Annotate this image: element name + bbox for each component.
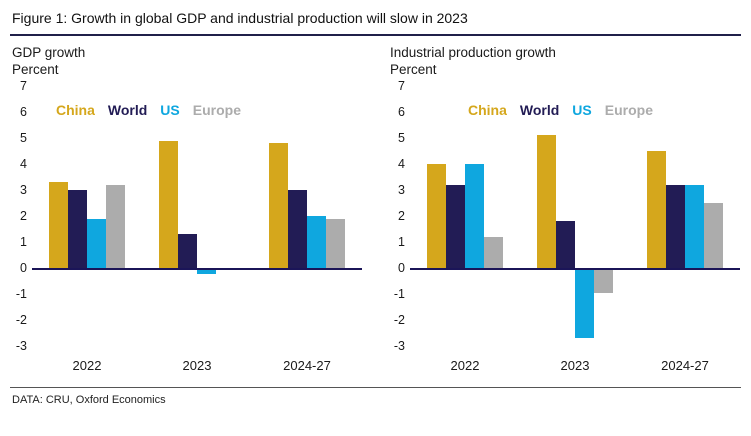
bar-us-2023: [575, 270, 594, 338]
zero-line: [32, 268, 362, 270]
y-tick-label: -3: [393, 339, 405, 353]
legend-item-europe: Europe: [604, 102, 653, 118]
bar-groups: [32, 86, 362, 348]
bar-world-2022: [68, 190, 87, 268]
y-tick-label: 1: [20, 235, 27, 249]
y-axis: 7 6 5 4 3 2 1 0 -1 -2 -3: [10, 79, 32, 353]
y-tick-label: 0: [398, 261, 405, 275]
y-tick-label: 1: [398, 235, 405, 249]
bar-world-2024-27: [666, 185, 685, 268]
legend-item-us: US: [160, 102, 180, 118]
chart-gdp-growth: GDP growth Percent 7 6 5 4 3 2 1 0 -1 -2 -3 China W…: [10, 44, 362, 373]
y-axis: 7 6 5 4 3 2 1 0 -1 -2 -3: [388, 79, 410, 353]
bar-groups: [410, 86, 740, 348]
y-tick-label: 5: [20, 131, 27, 145]
x-axis-labels: 2022 2023 2024-27: [32, 348, 362, 373]
legend-item-us: US: [572, 102, 592, 118]
footer-divider: [10, 387, 741, 388]
bar-group-2022: [49, 86, 125, 348]
y-tick-label: 7: [20, 79, 27, 93]
y-tick-label: 4: [20, 157, 27, 171]
bar-china-2024-27: [269, 143, 288, 268]
bar-group-2022: [427, 86, 503, 348]
bar-world-2023: [178, 234, 197, 268]
y-tick-label: 0: [20, 261, 27, 275]
plot-wrap: 7 6 5 4 3 2 1 0 -1 -2 -3 China World US Europe: [10, 79, 362, 353]
legend: China World US Europe: [56, 102, 241, 118]
bar-world-2023: [556, 221, 575, 268]
y-tick-label: 2: [398, 209, 405, 223]
bar-us-2024-27: [307, 216, 326, 268]
y-tick-label: 3: [20, 183, 27, 197]
legend-item-world: World: [519, 102, 560, 118]
x-axis-label: 2022: [72, 358, 102, 373]
y-tick-label: 6: [20, 105, 27, 119]
bar-world-2024-27: [288, 190, 307, 268]
plot-wrap: 7 6 5 4 3 2 1 0 -1 -2 -3 China World US Europe: [388, 79, 740, 353]
legend-item-china: China: [56, 102, 95, 118]
y-tick-label: -3: [15, 339, 27, 353]
bar-group-2023: [537, 86, 613, 348]
bar-europe-2023: [594, 270, 613, 293]
x-axis-label: 2023: [182, 358, 212, 373]
y-tick-label: -2: [393, 313, 405, 327]
bar-china-2023: [537, 135, 556, 268]
y-tick-label: 6: [398, 105, 405, 119]
bar-us-2024-27: [685, 185, 704, 268]
bar-us-2023: [197, 270, 216, 274]
plot-area: China World US Europe: [32, 86, 362, 348]
x-axis-label: 2023: [560, 358, 590, 373]
figure-title: Figure 1: Growth in global GDP and indus…: [12, 10, 468, 26]
legend-item-europe: Europe: [192, 102, 241, 118]
y-tick-label: -1: [15, 287, 27, 301]
bar-group-2024-27: [269, 86, 345, 348]
x-axis-label: 2024-27: [661, 358, 709, 373]
legend: China World US Europe: [468, 102, 653, 118]
legend-item-china: China: [468, 102, 507, 118]
y-tick-label: -2: [15, 313, 27, 327]
y-tick-label: -1: [393, 287, 405, 301]
title-divider: [10, 34, 741, 36]
y-tick-label: 4: [398, 157, 405, 171]
chart-title: Industrial production growth: [390, 45, 556, 60]
y-tick-label: 3: [398, 183, 405, 197]
bar-europe-2024-27: [704, 203, 723, 268]
chart-industrial-production-growth: Industrial production growth Percent 7 6 5…: [388, 44, 740, 373]
bar-group-2023: [159, 86, 235, 348]
bar-europe-2022: [106, 185, 125, 268]
x-axis-label: 2022: [450, 358, 480, 373]
zero-line: [410, 268, 740, 270]
bar-us-2022: [87, 219, 106, 268]
bar-europe-2024-27: [326, 219, 345, 268]
bar-china-2022: [427, 164, 446, 268]
plot-area: China World US Europe: [410, 86, 740, 348]
y-tick-label: 7: [398, 79, 405, 93]
bar-china-2022: [49, 182, 68, 268]
legend-item-world: World: [107, 102, 148, 118]
bar-group-2024-27: [647, 86, 723, 348]
chart-y-axis-title: Percent: [12, 62, 59, 77]
bar-china-2023: [159, 141, 178, 268]
x-axis-label: 2024-27: [283, 358, 331, 373]
chart-title: GDP growth: [12, 45, 86, 60]
chart-y-axis-title: Percent: [390, 62, 437, 77]
charts-row: GDP growth Percent 7 6 5 4 3 2 1 0 -1 -2 -3 China W…: [10, 36, 741, 373]
bar-europe-2022: [484, 237, 503, 268]
bar-china-2024-27: [647, 151, 666, 268]
data-source: DATA: CRU, Oxford Economics: [12, 394, 166, 406]
y-tick-label: 5: [398, 131, 405, 145]
y-tick-label: 2: [20, 209, 27, 223]
x-axis-labels: 2022 2023 2024-27: [410, 348, 740, 373]
bar-world-2022: [446, 185, 465, 268]
bar-us-2022: [465, 164, 484, 268]
